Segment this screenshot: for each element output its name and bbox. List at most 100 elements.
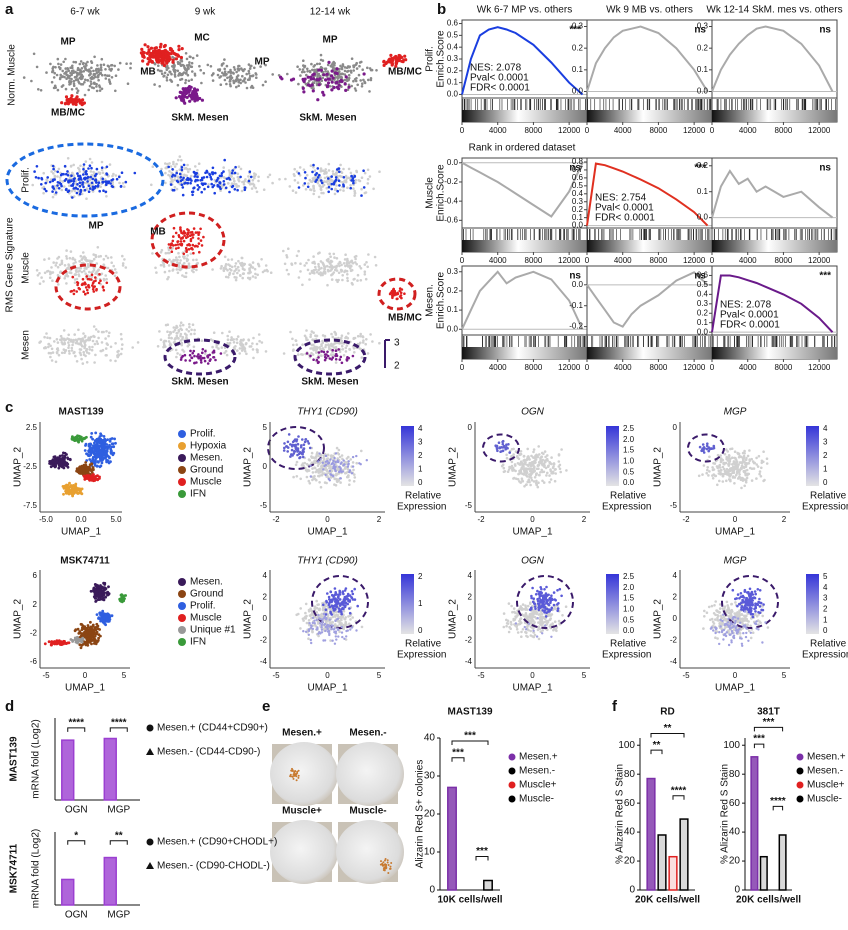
cell [308,79,311,83]
cell [84,272,87,276]
cell [344,471,348,475]
cell [254,76,258,79]
cell [93,55,96,59]
cell [199,358,203,362]
cell [302,184,305,187]
cell [230,171,234,175]
cell [313,169,317,172]
cell [340,454,344,457]
cell [319,485,323,489]
cell [74,179,78,183]
cell [218,68,222,71]
y-axis-label: UMAP_2 [13,447,24,487]
cell [91,188,95,191]
cell [185,248,188,252]
cell [241,180,244,184]
cell [103,279,106,282]
cell [112,451,116,455]
cell [83,335,87,339]
cell [100,87,104,91]
cell [173,165,177,168]
cell [329,261,333,264]
cell [194,179,197,183]
cell [338,358,342,361]
significance: *** [694,163,706,174]
cell [81,338,85,342]
cell [310,180,314,184]
cell [237,269,241,272]
cell [311,471,315,474]
cell [68,352,71,355]
cell [247,72,251,75]
cell [174,247,178,250]
cell [293,167,297,171]
cell [334,81,338,85]
cell [87,474,91,478]
cell-cloud [211,255,273,282]
cell [109,449,113,453]
cell [90,476,94,479]
cell [237,259,240,263]
cell [253,267,257,271]
cell [100,68,103,72]
cell [63,185,66,188]
cell [113,437,116,441]
cell [393,293,396,297]
cell [82,436,86,440]
cell-cloud [382,53,408,68]
cell [54,264,58,267]
cell [346,279,350,283]
cluster-annotation: MC [194,33,210,44]
x-tick-label: 8000 [525,363,543,372]
cell [82,70,86,73]
x-axis-label: UMAP_1 [61,527,101,538]
cell [80,178,83,181]
cell [65,77,68,80]
dashed-outline [293,338,367,376]
plot-title: THY1 (CD90) [297,407,358,418]
cell [304,466,307,470]
cell [343,69,347,73]
cell [309,75,313,79]
cell [165,68,169,72]
cell [360,356,364,359]
cell [351,261,355,265]
cell [311,68,314,72]
cell [85,188,89,191]
cell [258,339,261,343]
cell [195,268,198,272]
cell [331,454,335,458]
cell [68,481,71,485]
cell [167,165,170,169]
cell [183,167,187,170]
cell [360,176,364,179]
cell [106,266,110,270]
cell [178,172,182,176]
cell [350,84,354,88]
cell [326,350,329,354]
cell [327,60,331,64]
cell [239,338,243,342]
cell [261,83,265,87]
cell [199,239,203,242]
cell [228,80,232,83]
cell [301,86,305,90]
cell [175,326,179,329]
cell [335,71,339,76]
cell [301,343,304,347]
cell [93,462,97,466]
cell [255,190,259,194]
cell [89,170,93,173]
cell [390,60,394,65]
cell [189,252,193,256]
cell [104,274,107,277]
cell [341,63,345,66]
cell [72,60,75,64]
cell [177,44,181,48]
cell [58,176,62,179]
cell [348,176,352,180]
cell-cloud [278,162,381,199]
cell [237,68,241,72]
cell [176,332,179,335]
cell [340,75,343,79]
